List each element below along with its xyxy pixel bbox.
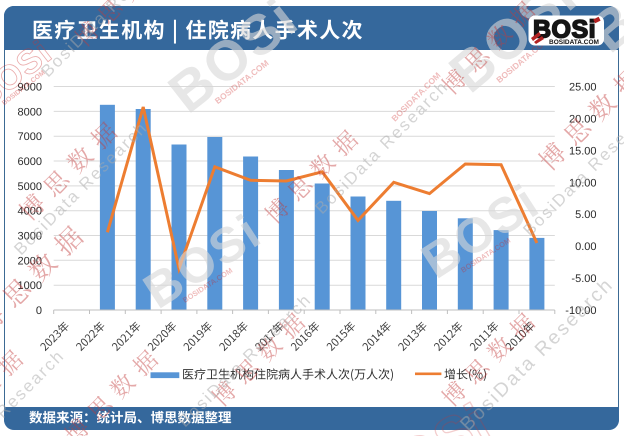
svg-text:0: 0	[36, 305, 42, 317]
svg-text:0.00: 0.00	[575, 241, 596, 253]
svg-text:BOSIDATA.COM: BOSIDATA.COM	[549, 39, 599, 46]
